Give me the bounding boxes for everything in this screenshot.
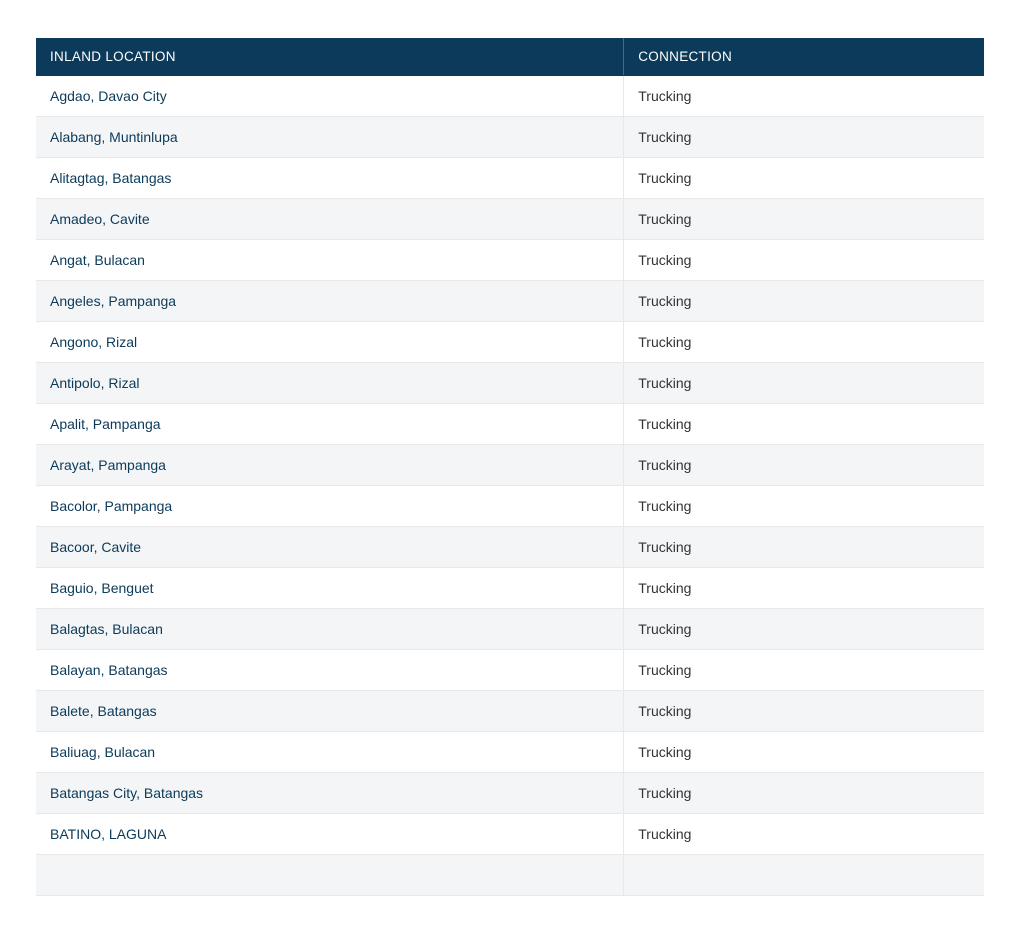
table-row: Antipolo, Rizal Trucking <box>36 363 984 404</box>
cell-connection: Trucking <box>624 281 984 322</box>
table-row: Bacoor, Cavite Trucking <box>36 527 984 568</box>
cell-connection: Trucking <box>624 117 984 158</box>
cell-connection: Trucking <box>624 650 984 691</box>
cell-connection: Trucking <box>624 322 984 363</box>
cell-location: Angono, Rizal <box>36 322 624 363</box>
location-link[interactable]: Agdao, Davao City <box>50 88 167 104</box>
cell-location: Amadeo, Cavite <box>36 199 624 240</box>
cell-connection: Trucking <box>624 363 984 404</box>
table-row: Bacolor, Pampanga Trucking <box>36 486 984 527</box>
location-link[interactable]: Apalit, Pampanga <box>50 416 161 432</box>
cell-connection: Trucking <box>624 445 984 486</box>
location-link[interactable]: Balagtas, Bulacan <box>50 621 163 637</box>
table-row: Baliuag, Bulacan Trucking <box>36 732 984 773</box>
cell-connection: Trucking <box>624 240 984 281</box>
location-link[interactable]: Bacolor, Pampanga <box>50 498 172 514</box>
cell-location: BATINO, LAGUNA <box>36 814 624 855</box>
cell-location: Angeles, Pampanga <box>36 281 624 322</box>
cell-connection: Trucking <box>624 732 984 773</box>
cell-connection: Trucking <box>624 691 984 732</box>
cell-location: Apalit, Pampanga <box>36 404 624 445</box>
table-body: Agdao, Davao CityTruckingAlabang, Muntin… <box>36 76 984 896</box>
cell-connection: Trucking <box>624 486 984 527</box>
location-link[interactable]: Angono, Rizal <box>50 334 137 350</box>
cell-location: Baguio, Benguet <box>36 568 624 609</box>
location-link[interactable]: Angeles, Pampanga <box>50 293 176 309</box>
table-row: Amadeo, Cavite Trucking <box>36 199 984 240</box>
table-row: BATINO, LAGUNA Trucking <box>36 814 984 855</box>
inland-locations-table: INLAND LOCATION CONNECTION Agdao, Davao … <box>36 38 984 896</box>
location-link[interactable]: Arayat, Pampanga <box>50 457 166 473</box>
table-row: Batangas City, Batangas Trucking <box>36 773 984 814</box>
col-header-connection: CONNECTION <box>624 38 984 76</box>
location-link[interactable]: Angat, Bulacan <box>50 252 145 268</box>
cell-connection: Trucking <box>624 814 984 855</box>
cell-location: Balagtas, Bulacan <box>36 609 624 650</box>
table-row: Alitagtag, Batangas Trucking <box>36 158 984 199</box>
table-row: Angono, Rizal Trucking <box>36 322 984 363</box>
cell-location: Baliuag, Bulacan <box>36 732 624 773</box>
cell-location: Alitagtag, Batangas <box>36 158 624 199</box>
cell-location: Balete, Batangas <box>36 691 624 732</box>
table-row: Apalit, Pampanga Trucking <box>36 404 984 445</box>
location-link[interactable]: Batangas City, Batangas <box>50 785 203 801</box>
cell-connection: Trucking <box>624 773 984 814</box>
table-row: Angeles, Pampanga Trucking <box>36 281 984 322</box>
table-row: Alabang, Muntinlupa Trucking <box>36 117 984 158</box>
cell-location: Bacolor, Pampanga <box>36 486 624 527</box>
cell-connection: Trucking <box>624 527 984 568</box>
cell-connection: Trucking <box>624 158 984 199</box>
location-link[interactable]: Balete, Batangas <box>50 703 157 719</box>
location-link[interactable]: Balayan, Batangas <box>50 662 168 678</box>
cell-connection: Trucking <box>624 609 984 650</box>
table-row: Arayat, Pampanga Trucking <box>36 445 984 486</box>
cell-location: Batangas City, Batangas <box>36 773 624 814</box>
table-row: Agdao, Davao City Trucking <box>36 76 984 117</box>
cell-connection: Trucking <box>624 76 984 117</box>
table-row: Angat, Bulacan Trucking <box>36 240 984 281</box>
location-link[interactable]: Alabang, Muntinlupa <box>50 129 178 145</box>
cell-location <box>36 855 624 896</box>
cell-connection: Trucking <box>624 199 984 240</box>
table-header: INLAND LOCATION CONNECTION <box>36 38 984 76</box>
location-link[interactable]: Baliuag, Bulacan <box>50 744 155 760</box>
cell-location: Bacoor, Cavite <box>36 527 624 568</box>
table-row: Balete, Batangas Trucking <box>36 691 984 732</box>
location-link[interactable]: Antipolo, Rizal <box>50 375 140 391</box>
location-link[interactable]: Baguio, Benguet <box>50 580 154 596</box>
location-link[interactable]: Alitagtag, Batangas <box>50 170 171 186</box>
cell-connection: Trucking <box>624 568 984 609</box>
table-row <box>36 855 984 896</box>
cell-location: Agdao, Davao City <box>36 76 624 117</box>
table-row: Baguio, Benguet Trucking <box>36 568 984 609</box>
cell-location: Alabang, Muntinlupa <box>36 117 624 158</box>
table-row: Balagtas, Bulacan Trucking <box>36 609 984 650</box>
cell-location: Angat, Bulacan <box>36 240 624 281</box>
location-link[interactable]: BATINO, LAGUNA <box>50 826 166 842</box>
cell-location: Arayat, Pampanga <box>36 445 624 486</box>
cell-connection: Trucking <box>624 404 984 445</box>
location-link[interactable]: Amadeo, Cavite <box>50 211 150 227</box>
cell-location: Antipolo, Rizal <box>36 363 624 404</box>
location-link[interactable]: Bacoor, Cavite <box>50 539 141 555</box>
cell-connection <box>624 855 984 896</box>
cell-location: Balayan, Batangas <box>36 650 624 691</box>
col-header-location: INLAND LOCATION <box>36 38 624 76</box>
table-row: Balayan, Batangas Trucking <box>36 650 984 691</box>
